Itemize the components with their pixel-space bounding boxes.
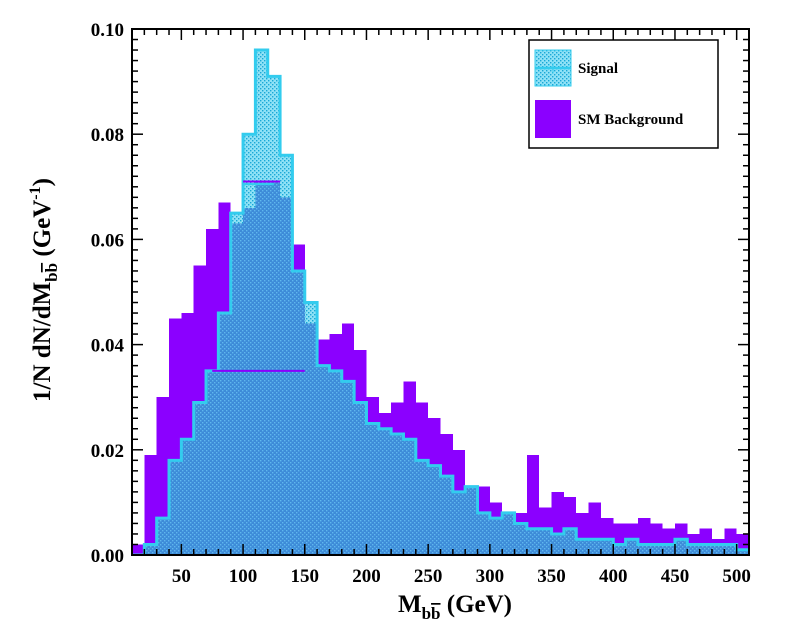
- legend-entry-signal: Signal: [534, 49, 618, 87]
- x-tick-label: 500: [722, 566, 751, 587]
- signal-bar: [366, 423, 379, 555]
- signal-bar: [440, 476, 453, 555]
- x-tick-label: 450: [661, 566, 690, 587]
- signal-bar: [625, 539, 638, 555]
- signal-bar: [181, 439, 194, 555]
- signal-bar: [600, 539, 614, 555]
- signal-bar: [329, 370, 342, 555]
- legend-label-signal: Signal: [578, 61, 618, 77]
- y-tick-label: 0.02: [91, 441, 124, 462]
- signal-bar: [230, 223, 244, 555]
- x-axis-title-main: M: [398, 591, 422, 618]
- y-axis-title-unit-post: ): [29, 178, 56, 186]
- x-tick-label: 200: [352, 566, 381, 587]
- signal-bar: [576, 539, 589, 555]
- background-bar: [132, 544, 145, 555]
- signal-bar-excess: [230, 213, 244, 224]
- legend-entry-background: SM Background: [535, 100, 684, 138]
- signal-bar-excess: [255, 50, 268, 182]
- background-bar: [156, 397, 170, 555]
- x-tick-label: 400: [599, 566, 628, 587]
- signal-bar: [267, 181, 281, 555]
- signal-bar-excess: [280, 155, 293, 198]
- x-axis-title-sub-bar: b: [431, 604, 440, 623]
- signal-bar-excess: [304, 302, 318, 324]
- signal-bar: [156, 518, 170, 555]
- axis-tick-labels: 50 100 150 200 250 300 350 400 450 500 0.00 0.02 0.0…: [91, 20, 751, 587]
- x-tick-label: 350: [537, 566, 566, 587]
- y-tick-label: 0.10: [91, 20, 124, 41]
- y-axis-title-unit-pre: (GeV: [29, 200, 56, 263]
- signal-bar: [687, 544, 700, 555]
- signal-bar: [292, 270, 305, 555]
- signal-bar: [403, 439, 416, 555]
- x-tick-label: 150: [291, 566, 320, 587]
- x-axis-title-unit: (GeV): [441, 591, 513, 618]
- y-axis-title: 1/N dN/dMbb (GeV-1): [27, 178, 61, 402]
- legend-label-background: SM Background: [578, 112, 684, 128]
- signal-bar: [502, 512, 515, 555]
- x-axis-title: Mbb (GeV): [398, 591, 512, 623]
- x-tick-label: 50: [172, 566, 191, 587]
- y-tick-label: 0.00: [91, 546, 124, 567]
- signal-bar: [169, 460, 182, 555]
- signal-bar: [563, 528, 577, 555]
- axis-ticks: [132, 29, 749, 555]
- signal-bar: [526, 528, 540, 555]
- signal-bar: [304, 323, 318, 555]
- x-axis-title-sub: b: [422, 604, 431, 623]
- y-axis-title-sub: b: [42, 272, 61, 281]
- y-tick-label: 0.08: [91, 125, 124, 146]
- signal-bar: [428, 465, 441, 555]
- signal-bar: [650, 544, 663, 555]
- signal-bar: [280, 197, 293, 555]
- signal-bar: [193, 402, 207, 555]
- signal-bar: [144, 544, 157, 555]
- signal-bar: [699, 544, 712, 555]
- signal-bar: [415, 460, 429, 555]
- signal-bar: [514, 523, 527, 555]
- signal-bar-excess: [243, 134, 256, 208]
- signal-bar: [613, 544, 626, 555]
- signal-bar: [662, 544, 675, 555]
- y-tick-label: 0.04: [91, 336, 125, 357]
- y-axis-title-sub-bar: b: [42, 263, 61, 272]
- background-bar: [144, 455, 157, 555]
- signal-bar: [391, 434, 404, 555]
- signal-bar: [378, 428, 392, 555]
- signal-bar-excess: [267, 76, 281, 182]
- y-axis-title-exp: -1: [27, 186, 44, 199]
- annotation-lines: [212, 180, 305, 372]
- signal-bar: [637, 544, 651, 555]
- signal-bar: [724, 544, 737, 555]
- signal-bar: [206, 370, 219, 555]
- signal-bar: [465, 486, 478, 555]
- x-tick-label: 250: [414, 566, 443, 587]
- signal-bar: [674, 539, 688, 555]
- signal-bar: [588, 539, 601, 555]
- legend: Signal SM Background: [528, 39, 719, 149]
- y-tick-label: 0.06: [91, 230, 124, 251]
- signal-bar: [539, 528, 552, 555]
- signal-bar: [243, 207, 256, 555]
- y-axis-title-prefix: 1/N dN/dM: [29, 282, 56, 402]
- signal-bar: [711, 544, 725, 555]
- signal-bar: [255, 181, 268, 555]
- signal-bar: [477, 512, 490, 555]
- signal-bar: [218, 313, 231, 555]
- signal-bar: [551, 533, 564, 555]
- signal-bar: [317, 365, 330, 555]
- x-tick-label: 100: [229, 566, 258, 587]
- signal-bar: [354, 402, 367, 555]
- histogram-bars: [132, 48, 749, 555]
- legend-swatch-background: [535, 100, 571, 138]
- signal-bar: [452, 491, 466, 555]
- signal-bar: [489, 518, 503, 555]
- signal-bar: [736, 549, 749, 555]
- signal-outline: [132, 48, 749, 555]
- signal-bar: [341, 381, 355, 555]
- x-tick-label: 300: [476, 566, 505, 587]
